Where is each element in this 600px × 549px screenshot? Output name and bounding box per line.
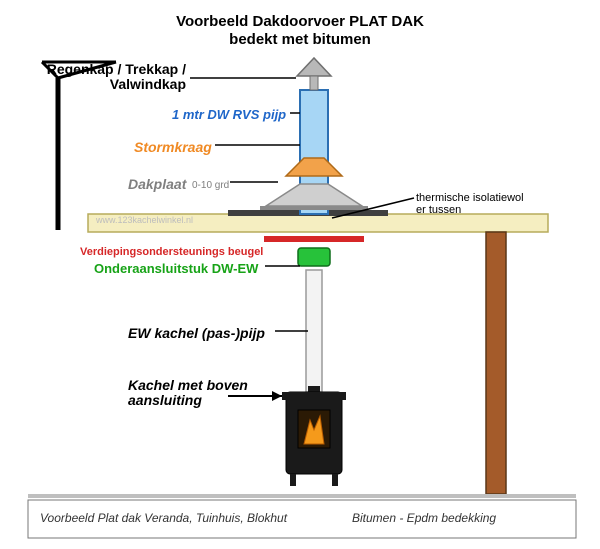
label-ewpijp: EW kachel (pas-)pijp <box>128 326 265 341</box>
label-beugel: Verdiepingsondersteunings beugel <box>80 246 263 258</box>
label-dwpijp: 1 mtr DW RVS pijp <box>172 108 286 122</box>
watermark: www.123kachelwinkel.nl <box>96 216 193 226</box>
label-regenkap: Regenkap / Trekkap /Valwindkap <box>47 62 186 93</box>
label-thermisch: thermische isolatiewoler tussen <box>416 192 524 216</box>
label-onderstuk: Onderaansluitstuk DW-EW <box>94 262 258 276</box>
label-kachel: Kachel met bovenaansluiting <box>128 378 248 409</box>
title-line1: Voorbeeld Dakdoorvoer PLAT DAK <box>176 14 424 31</box>
footer-left: Voorbeeld Plat dak Veranda, Tuinhuis, Bl… <box>40 512 287 525</box>
label-dakplaat_sub: 0-10 grd <box>192 180 229 191</box>
label-dakplaat: Dakplaat <box>128 177 186 192</box>
label-stormkraag: Stormkraag <box>134 140 212 155</box>
rain-cap <box>297 58 331 76</box>
title-line2: bedekt met bitumen <box>229 32 371 49</box>
footer-right: Bitumen - Epdm bedekking <box>352 512 496 525</box>
